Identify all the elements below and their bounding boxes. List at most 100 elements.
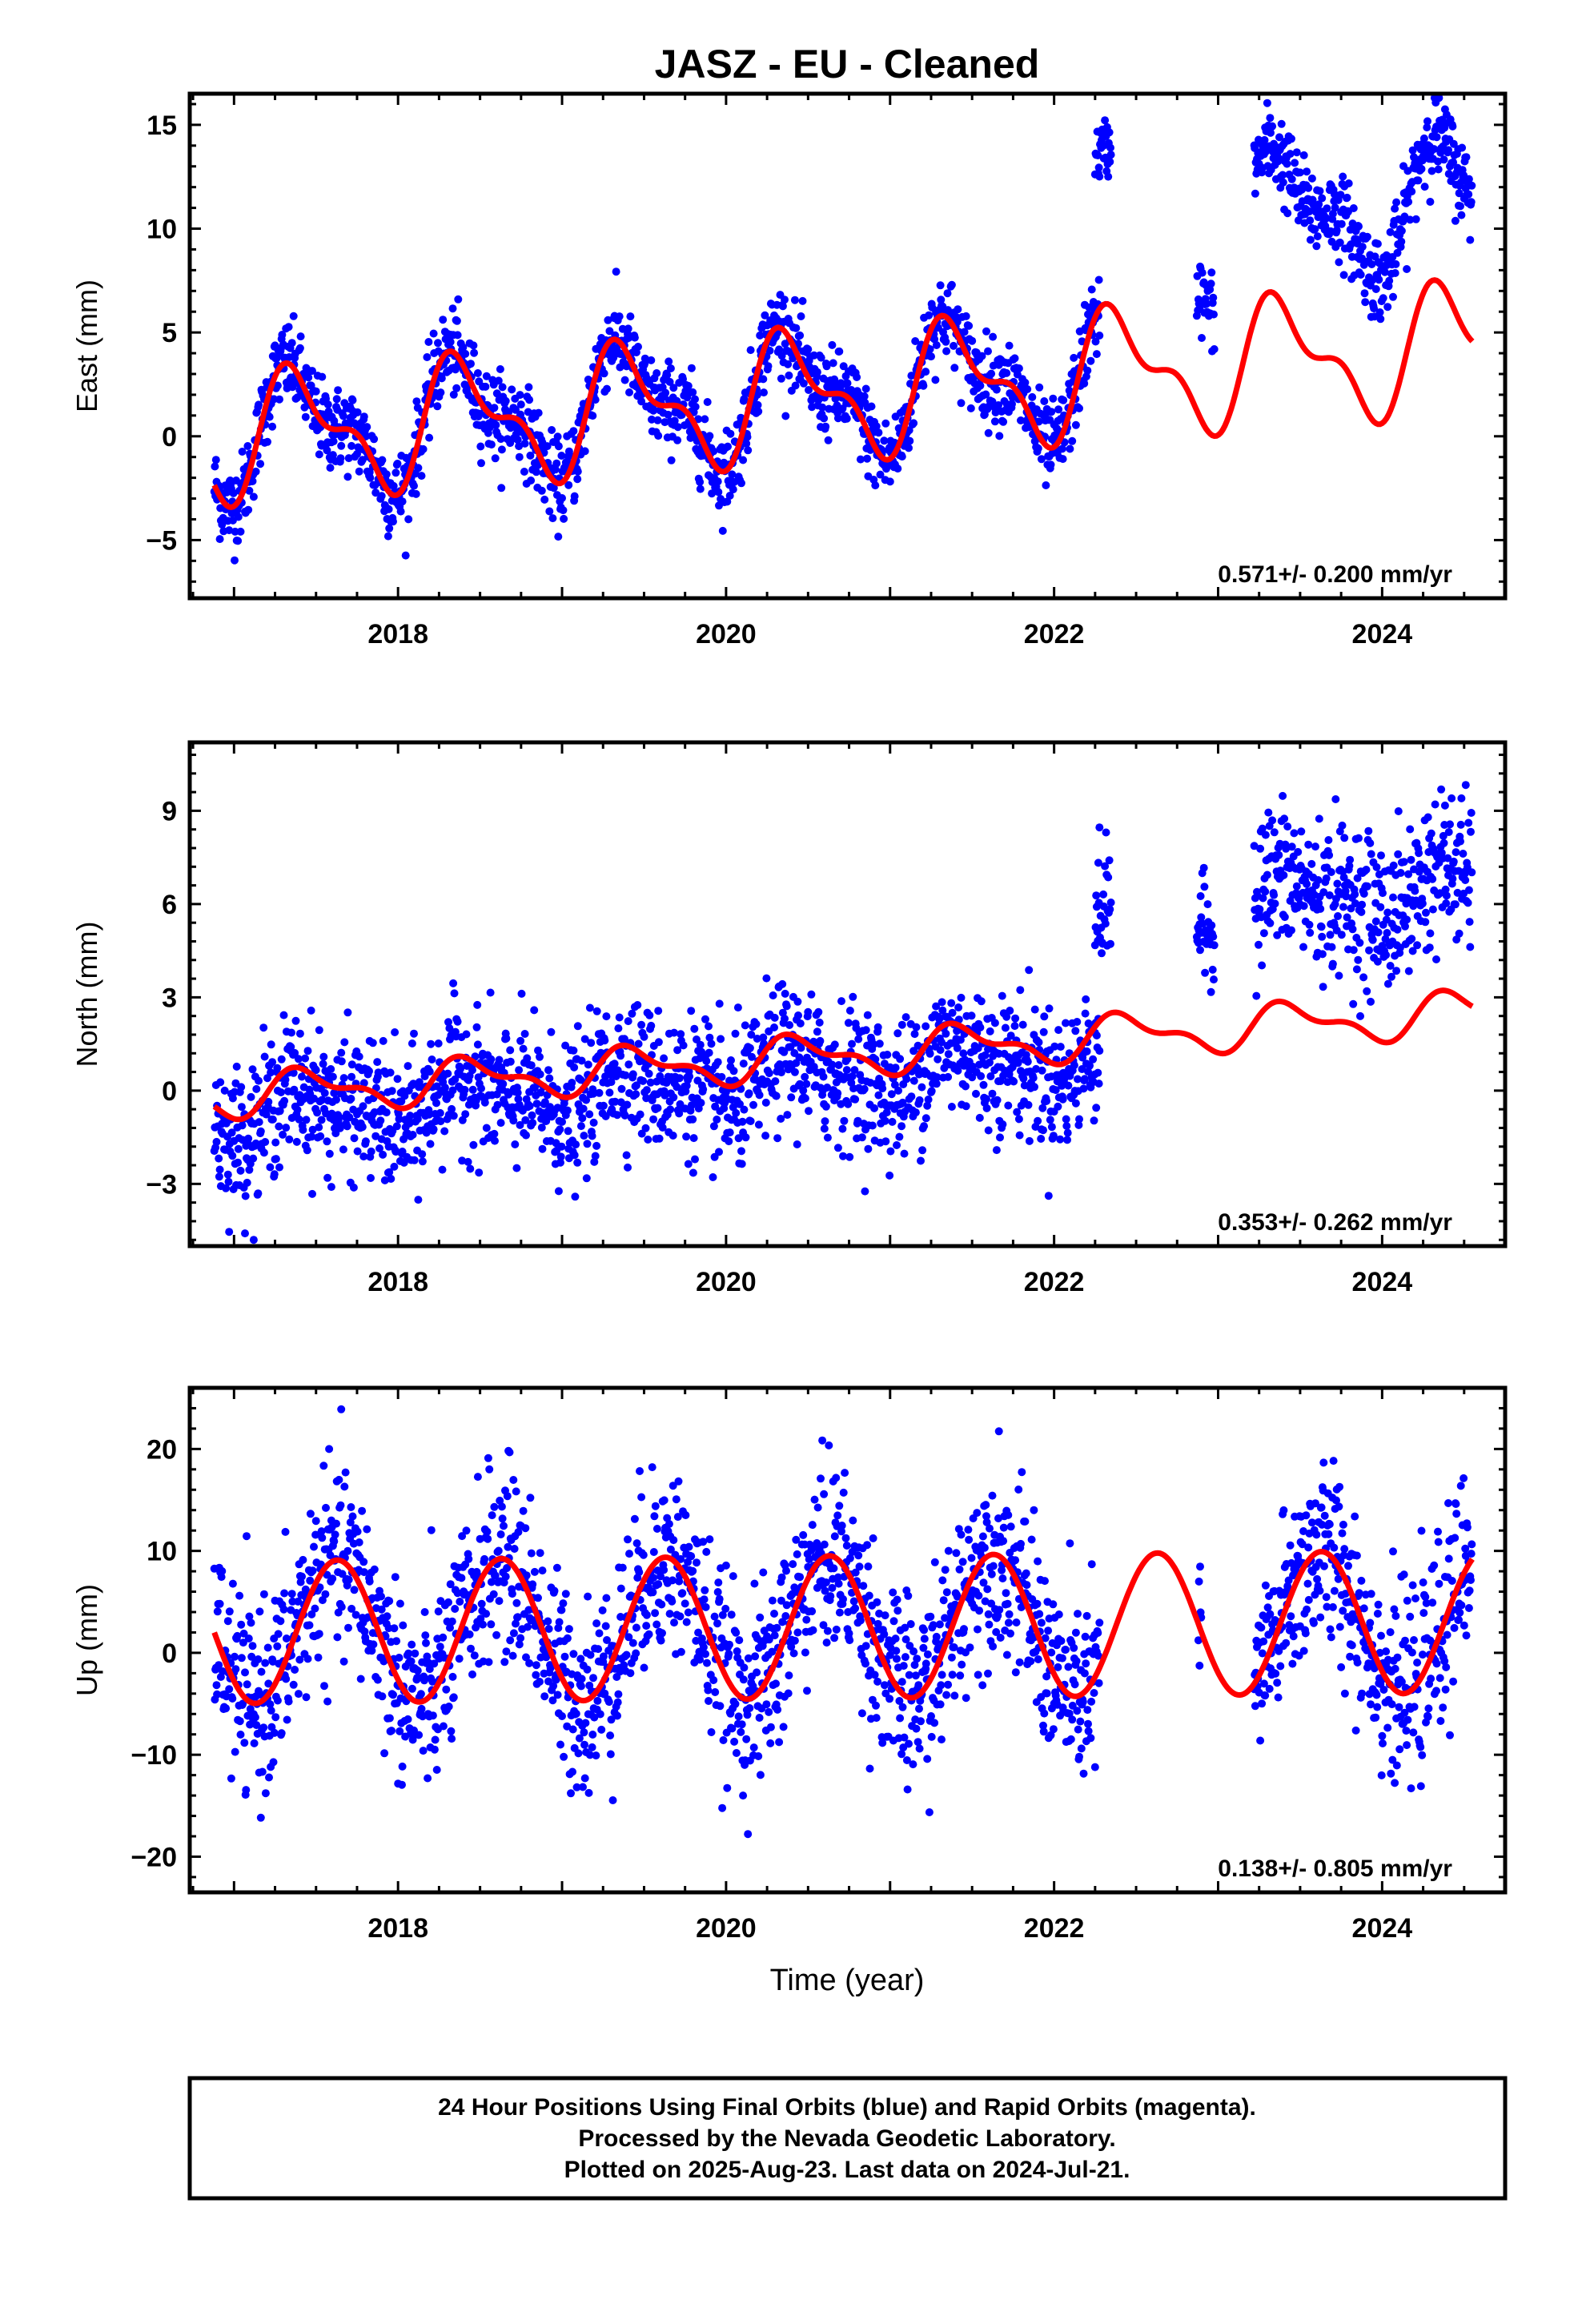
east-data-point: [943, 289, 952, 298]
north-data-point: [645, 1011, 654, 1019]
east-data-point: [984, 428, 993, 437]
north-data-point: [367, 1174, 375, 1182]
east-data-point: [289, 312, 298, 320]
north-data-point: [473, 1040, 482, 1049]
north-data-point: [408, 1131, 417, 1139]
east-data-point: [990, 417, 999, 426]
east-data-point: [942, 337, 950, 346]
north-data-point: [279, 1011, 288, 1019]
north-data-point: [605, 1088, 614, 1097]
up-data-point: [298, 1572, 306, 1581]
north-x-tick-label: 2022: [1024, 1267, 1085, 1297]
north-data-point: [982, 1104, 991, 1112]
east-data-point: [1092, 350, 1101, 359]
north-data-point: [426, 1140, 435, 1148]
north-data-point: [773, 1134, 782, 1143]
east-data-point: [1307, 174, 1316, 183]
east-y-axis-label: East (mm): [70, 279, 103, 412]
up-data-point: [480, 1554, 489, 1563]
east-data-point: [275, 395, 283, 404]
east-data-point: [1283, 159, 1291, 168]
north-data-point: [307, 1006, 315, 1015]
up-data-point: [449, 1693, 458, 1702]
north-data-point: [1029, 1074, 1038, 1082]
north-data-point: [770, 1023, 778, 1031]
north-data-point: [291, 1016, 300, 1025]
east-data-point: [661, 388, 670, 397]
north-data-point: [480, 1098, 489, 1107]
north-data-point: [1099, 890, 1108, 899]
north-data-point: [1064, 1081, 1073, 1090]
up-data-point: [444, 1598, 452, 1606]
up-data-point: [336, 1501, 345, 1510]
north-data-point: [573, 1158, 582, 1167]
north-data-point: [450, 989, 459, 998]
north-data-point: [1449, 857, 1458, 866]
north-data-point: [237, 1103, 246, 1112]
east-data-point: [412, 489, 420, 498]
north-data-point: [745, 1043, 754, 1052]
north-data-point: [1304, 840, 1313, 849]
up-data-point: [337, 1602, 346, 1611]
north-data-point: [709, 1173, 717, 1181]
north-data-point: [893, 1029, 902, 1038]
up-data-point: [283, 1715, 291, 1724]
east-data-point: [534, 408, 543, 417]
north-data-point: [947, 1103, 956, 1111]
north-data-point: [637, 1020, 646, 1029]
up-data-point: [215, 1599, 224, 1608]
north-y-tick-label: 0: [162, 1076, 177, 1107]
east-data-point: [989, 332, 998, 341]
north-data-point: [599, 1101, 608, 1110]
north-data-point: [434, 1039, 443, 1047]
east-x-tick-label: 2024: [1352, 619, 1413, 649]
east-data-point: [244, 505, 253, 514]
up-data-point: [213, 1607, 222, 1616]
east-data-point: [548, 426, 556, 434]
east-data-point: [703, 398, 712, 406]
east-data-point: [1419, 134, 1428, 143]
north-data-point: [975, 1113, 984, 1122]
up-data-point: [284, 1697, 293, 1706]
north-data-point: [864, 1144, 873, 1153]
north-data-point: [1104, 873, 1113, 882]
north-data-point: [1259, 929, 1268, 938]
up-data-point: [408, 1684, 416, 1693]
north-data-point: [570, 1151, 579, 1160]
up-data-point: [236, 1731, 245, 1739]
north-data-point: [327, 1065, 335, 1073]
up-data-point: [436, 1642, 444, 1651]
east-data-point: [995, 432, 1004, 440]
north-data-point: [1422, 908, 1430, 917]
north-data-point: [1252, 991, 1261, 1000]
north-data-point: [1098, 949, 1106, 958]
north-data-point: [579, 1104, 588, 1113]
north-data-point: [948, 1008, 957, 1017]
north-data-point: [1287, 926, 1295, 935]
up-data-point: [369, 1640, 378, 1649]
north-data-point: [834, 1061, 843, 1069]
up-data-point: [218, 1566, 227, 1575]
north-data-point: [616, 1051, 625, 1060]
north-data-point: [585, 1110, 594, 1119]
north-data-point: [323, 1137, 331, 1146]
east-data-point: [1047, 408, 1056, 416]
north-data-point: [247, 1092, 255, 1101]
north-data-point: [813, 1027, 821, 1036]
north-data-point: [1413, 941, 1422, 950]
north-data-point: [623, 1100, 632, 1109]
east-data-point: [1075, 404, 1083, 412]
east-data-point: [437, 374, 446, 383]
north-data-point: [962, 1082, 970, 1091]
north-data-point: [592, 1141, 601, 1150]
north-data-point: [241, 1229, 249, 1238]
east-data-point: [1058, 455, 1067, 464]
east-data-point: [925, 311, 934, 320]
north-data-point: [1261, 830, 1270, 839]
north-data-point: [993, 1096, 1002, 1104]
north-data-point: [816, 1036, 825, 1045]
east-data-point: [1306, 235, 1315, 244]
north-data-point: [1421, 918, 1430, 927]
up-data-point: [391, 1573, 400, 1582]
up-data-point: [456, 1598, 464, 1606]
